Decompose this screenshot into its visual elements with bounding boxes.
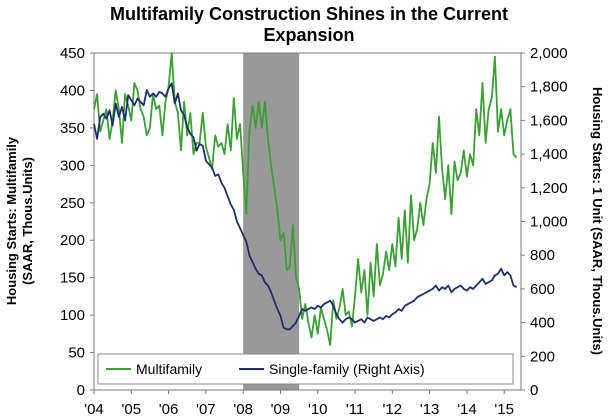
left-tick-label: 100 (60, 307, 85, 324)
x-tick-label: '13 (420, 401, 440, 418)
right-tick-label: 1,200 (530, 180, 568, 197)
x-tick-label: '08 (233, 401, 253, 418)
chart-title-line-2: Expansion (263, 25, 354, 45)
legend-label-single-family: Single-family (Right Axis) (269, 361, 425, 377)
left-tick-label: 300 (60, 157, 85, 174)
legend: Multifamily Single-family (Right Axis) (97, 353, 514, 385)
left-tick-label: 450 (60, 45, 85, 62)
series-layer (93, 52, 518, 346)
plot-area (93, 52, 522, 391)
right-tick-label: 2,000 (530, 45, 568, 62)
left-tick-label: 150 (60, 270, 85, 287)
x-tick-label: '04 (84, 401, 104, 418)
left-tick-label: 400 (60, 82, 85, 99)
x-tick-label: '14 (457, 401, 477, 418)
series-line-single-family (93, 82, 518, 331)
x-tick-label: '12 (383, 401, 403, 418)
x-tick-label: '09 (271, 401, 291, 418)
x-tick-label: '05 (122, 401, 142, 418)
left-tick-label: 0 (77, 382, 85, 399)
right-axis-ticks: 0 200 400 600 800 1,000 1,200 1,400 1,600 1,800 2,… (521, 45, 568, 399)
legend-box (97, 353, 514, 385)
x-tick-label: '15 (494, 401, 514, 418)
right-tick-label: 800 (530, 247, 555, 264)
right-tick-label: 200 (530, 348, 555, 365)
chart-title-line-1: Multifamily Construction Shines in the C… (110, 4, 508, 24)
left-tick-label: 250 (60, 195, 85, 212)
right-tick-label: 1,800 (530, 79, 568, 96)
x-axis-ticks: '04 '05 '06 '07 '08 '09 '10 '11 '12 '13 '14 '15 (84, 390, 514, 418)
x-tick-label: '10 (308, 401, 328, 418)
right-tick-label: 0 (530, 382, 538, 399)
right-tick-label: 1,600 (530, 112, 568, 129)
recession-shading (243, 53, 300, 390)
left-tick-label: 50 (68, 345, 85, 362)
legend-label-multifamily: Multifamily (136, 361, 202, 377)
left-axis-label-line-1: Housing Starts: Multifamily (4, 136, 19, 305)
right-tick-label: 1,000 (530, 214, 568, 231)
right-tick-label: 1,400 (530, 146, 568, 163)
right-axis-label: Housing Starts: 1 Unit (SAAR, Thous.Unit… (590, 87, 605, 355)
right-tick-label: 600 (530, 281, 555, 298)
left-axis-ticks: 0 50 100 150 200 250 300 350 400 450 (60, 45, 94, 399)
right-tick-label: 400 (530, 315, 555, 332)
left-tick-label: 350 (60, 120, 85, 137)
series-line-multifamily (93, 52, 518, 346)
left-tick-label: 200 (60, 232, 85, 249)
left-axis-label-line-2: (SAAR, Thous.Units) (20, 157, 35, 285)
x-tick-label: '06 (159, 401, 179, 418)
x-tick-label: '07 (196, 401, 216, 418)
x-tick-label: '11 (346, 401, 364, 418)
